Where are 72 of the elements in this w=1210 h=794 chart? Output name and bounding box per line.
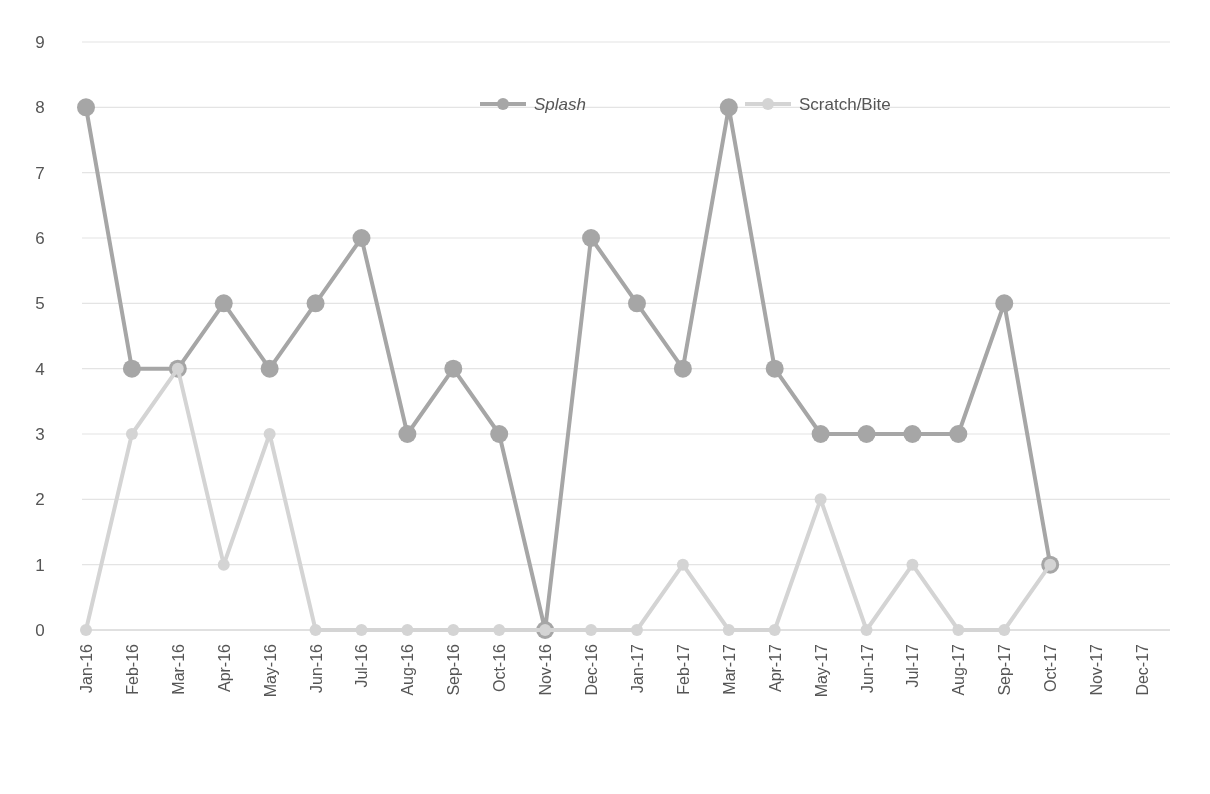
legend-label: Splash xyxy=(534,94,586,114)
x-tick-label: Jan-16 xyxy=(78,643,95,693)
x-tick-label: Nov-16 xyxy=(537,643,555,696)
point xyxy=(401,624,414,636)
x-tick-label: Dec-17 xyxy=(1134,643,1151,696)
point xyxy=(352,229,371,247)
y-tick-label: 0 xyxy=(35,620,45,640)
x-tick-label: Sep-17 xyxy=(996,643,1014,696)
point xyxy=(995,294,1014,313)
point xyxy=(585,624,598,636)
point xyxy=(493,624,506,636)
point xyxy=(673,359,692,378)
x-tick-label: Jun-17 xyxy=(858,643,876,693)
point xyxy=(906,558,919,571)
point xyxy=(952,624,965,636)
point xyxy=(447,624,460,636)
x-tick-label: May-17 xyxy=(812,643,830,698)
point xyxy=(627,294,646,313)
point xyxy=(860,624,873,636)
point xyxy=(309,624,322,636)
legend-label: Scratch/Bite xyxy=(799,94,891,114)
point xyxy=(998,624,1011,636)
y-tick-label: 8 xyxy=(35,98,45,118)
point xyxy=(306,294,325,313)
x-tick-label: Jul-16 xyxy=(353,643,371,688)
y-tick-label: 5 xyxy=(35,294,45,314)
point xyxy=(768,624,781,636)
x-tick-label: Jan-17 xyxy=(628,643,646,693)
point xyxy=(857,425,876,443)
y-tick-label: 4 xyxy=(35,359,45,379)
x-tick-label: Apr-16 xyxy=(215,643,233,693)
x-tick-label: Dec-16 xyxy=(583,643,601,696)
x-tick-label: Jun-16 xyxy=(307,643,325,693)
x-tick-label: May-16 xyxy=(261,643,279,698)
x-tick-label: Nov-17 xyxy=(1088,643,1106,696)
point xyxy=(676,558,689,571)
point xyxy=(582,229,601,247)
x-tick-label: Mar-17 xyxy=(720,643,738,695)
y-tick-label: 7 xyxy=(35,163,45,183)
point xyxy=(903,425,922,443)
y-tick-label: 3 xyxy=(35,424,45,444)
point xyxy=(355,624,368,636)
x-tick-label: Sep-16 xyxy=(445,643,463,696)
x-tick-label: Jul-17 xyxy=(904,643,922,688)
x-tick-label: Feb-16 xyxy=(123,643,141,695)
x-tick-label: Aug-17 xyxy=(950,643,968,696)
y-tick-label: 1 xyxy=(35,555,45,575)
point xyxy=(80,624,92,636)
point xyxy=(811,425,830,443)
x-tick-label: Feb-17 xyxy=(674,643,692,695)
y-tick-label: 9 xyxy=(35,32,45,52)
point xyxy=(722,624,735,636)
point xyxy=(214,294,233,313)
point xyxy=(444,359,463,378)
point xyxy=(765,359,784,378)
point xyxy=(260,359,279,378)
x-tick-label: Apr-17 xyxy=(766,643,784,693)
x-tick-label: Aug-16 xyxy=(399,643,417,696)
point xyxy=(490,425,509,443)
point xyxy=(263,428,276,440)
point xyxy=(630,624,643,636)
x-tick-label: Oct-16 xyxy=(491,643,509,693)
point xyxy=(719,98,738,117)
y-tick-label: 6 xyxy=(35,228,45,248)
point xyxy=(125,428,138,440)
x-tick-label: Mar-16 xyxy=(169,643,187,695)
point xyxy=(949,425,968,443)
point xyxy=(398,425,417,443)
y-tick-label: 2 xyxy=(35,490,45,510)
point xyxy=(122,359,141,378)
point xyxy=(77,98,95,117)
x-tick-label: Oct-17 xyxy=(1042,643,1060,693)
